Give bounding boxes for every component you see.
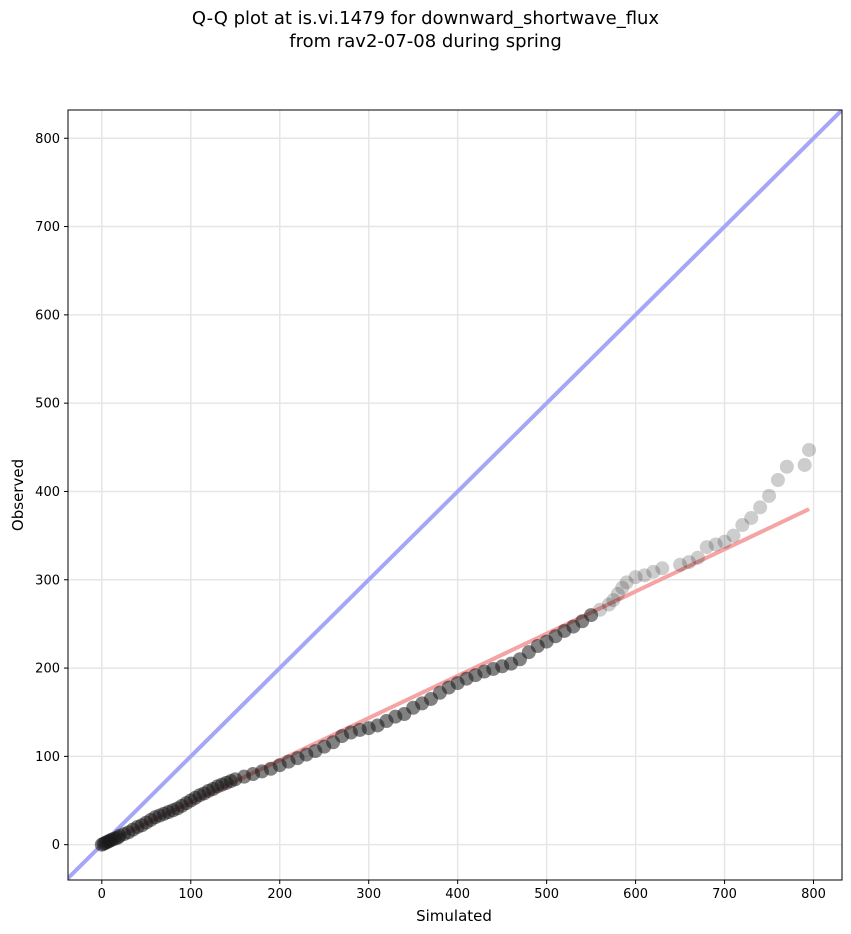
x-tick-label: 200 — [267, 887, 292, 902]
data-point — [606, 593, 621, 608]
data-point — [610, 586, 625, 601]
data-point — [744, 510, 759, 525]
data-point — [655, 561, 670, 576]
x-axis-label: Simulated — [416, 907, 492, 925]
data-point — [673, 557, 688, 572]
x-tick-label: 0 — [98, 887, 106, 902]
y-tick-label: 100 — [35, 750, 60, 765]
data-point — [762, 488, 777, 503]
y-tick-label: 400 — [35, 485, 60, 500]
data-point — [717, 534, 732, 549]
x-tick-label: 600 — [623, 887, 648, 902]
data-point — [699, 540, 714, 555]
x-axis-ticks: 0 100 200 300 400 500 600 700 800 — [98, 880, 826, 902]
data-points — [94, 442, 817, 852]
data-point — [601, 597, 616, 612]
x-tick-label: 700 — [712, 887, 737, 902]
y-tick-label: 500 — [35, 397, 60, 412]
data-point — [615, 580, 630, 595]
data-point — [735, 518, 750, 533]
data-point — [770, 472, 785, 487]
x-tick-label: 300 — [356, 887, 381, 902]
data-point — [628, 570, 643, 585]
y-tick-label: 0 — [52, 838, 60, 853]
y-tick-label: 700 — [35, 220, 60, 235]
y-tick-label: 800 — [35, 132, 60, 147]
one-to-one-line — [68, 110, 842, 880]
data-point — [802, 442, 817, 457]
x-tick-label: 800 — [801, 887, 826, 902]
plot-frame — [67, 109, 843, 881]
data-point — [708, 537, 723, 552]
y-tick-label: 600 — [35, 308, 60, 323]
data-point — [637, 568, 652, 583]
y-axis-label: Observed — [9, 459, 27, 531]
data-point — [797, 457, 812, 472]
y-tick-label: 300 — [35, 573, 60, 588]
y-tick-label: 200 — [35, 662, 60, 677]
data-point — [779, 459, 794, 474]
x-tick-label: 500 — [534, 887, 559, 902]
data-point — [753, 500, 768, 515]
x-tick-label: 100 — [178, 887, 203, 902]
data-point — [690, 550, 705, 565]
y-axis-ticks: 0 100 200 300 400 500 600 700 800 — [35, 132, 68, 853]
chart-title: Q-Q plot at is.vi.1479 for downward_shor… — [191, 8, 660, 29]
reference-lines — [68, 110, 842, 880]
chart-subtitle: from rav2-07-08 during spring — [289, 31, 562, 52]
data-point — [584, 608, 599, 623]
grid-lines — [68, 110, 842, 880]
data-point — [593, 602, 608, 617]
data-point — [681, 555, 696, 570]
data-point — [646, 564, 661, 579]
plot-area — [68, 110, 842, 880]
data-point — [619, 575, 634, 590]
data-point — [726, 528, 741, 543]
x-tick-label: 400 — [445, 887, 470, 902]
